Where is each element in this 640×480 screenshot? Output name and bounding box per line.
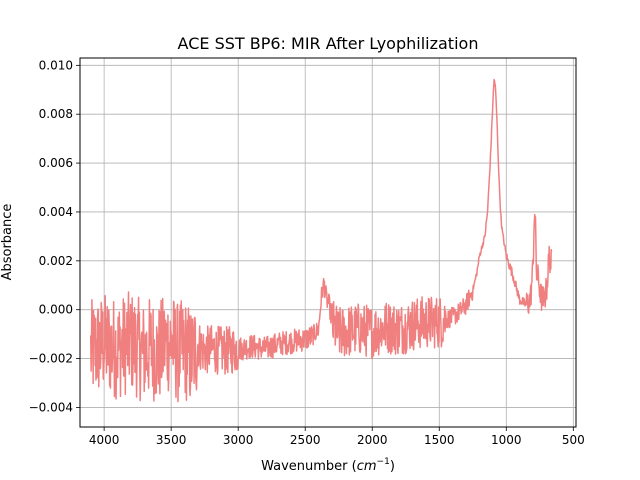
y-tick-label: −0.002 (29, 352, 73, 366)
x-tick-label: 1500 (424, 433, 455, 447)
x-tick-label: 1000 (491, 433, 522, 447)
x-tick-label: 2500 (290, 433, 321, 447)
x-axis-ticks: 4000 3500 3000 2500 2000 1500 1000 500 (89, 427, 585, 447)
plot-frame (79, 57, 577, 428)
x-tick-label: 500 (562, 433, 585, 447)
y-tick-label: 0.006 (39, 156, 73, 170)
x-tick-label: 4000 (89, 433, 120, 447)
y-axis-label: Absorbance (0, 204, 15, 281)
y-axis-ticks: −0.004 −0.002 0.000 0.002 0.004 0.006 0.008 0.0… (29, 58, 80, 414)
series-line (89, 78, 553, 403)
y-tick-label: 0.010 (39, 58, 73, 72)
x-axis-label-unit: cm (357, 459, 377, 474)
x-axis-label-main: Wavenumber ( (261, 459, 357, 474)
x-tick-label: 3000 (223, 433, 254, 447)
x-axis-label-close: ) (390, 459, 395, 474)
chart-title: ACE SST BP6: MIR After Lyophilization (178, 34, 479, 53)
x-tick-label: 3500 (156, 433, 187, 447)
x-tick-label: 2000 (357, 433, 388, 447)
y-tick-label: 0.000 (39, 303, 73, 317)
y-tick-label: 0.008 (39, 107, 73, 121)
y-tick-label: −0.004 (29, 400, 73, 414)
y-tick-label: 0.002 (39, 254, 73, 268)
x-axis-label-exponent: −1 (377, 457, 390, 467)
x-axis-label: Wavenumber (cm−1) (261, 457, 395, 474)
y-tick-label: 0.004 (39, 205, 73, 219)
